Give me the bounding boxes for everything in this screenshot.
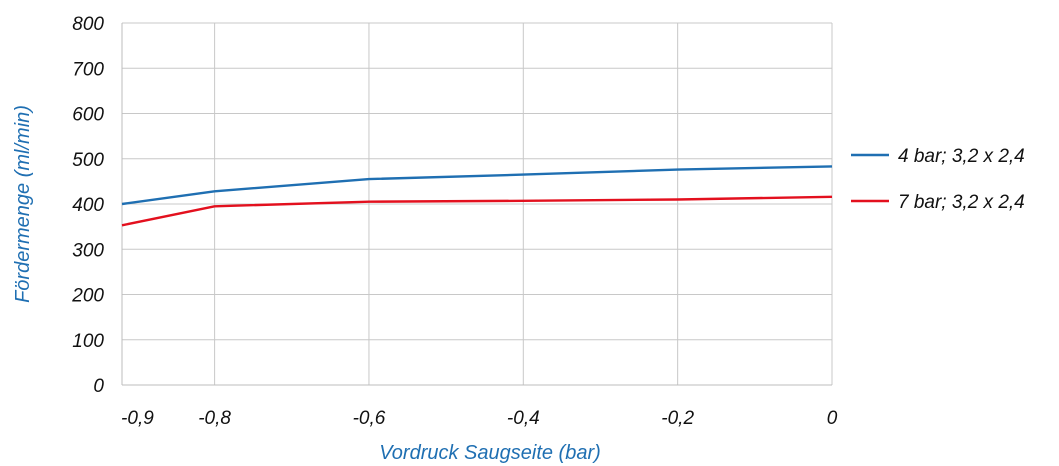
y-tick-label: 500	[72, 150, 104, 171]
series-line-2	[121, 195, 833, 227]
y-tick-label: 400	[72, 195, 104, 216]
y-tick-label: 600	[72, 105, 104, 126]
legend: 4 bar; 3,2 x 2,4 7 bar; 3,2 x 2,4	[851, 146, 1025, 213]
y-tick-label: 100	[72, 331, 104, 352]
x-tick-label: -0,2	[661, 408, 694, 429]
x-tick-label: -0,9	[121, 408, 154, 429]
legend-label: 4 bar; 3,2 x 2,4	[898, 146, 1025, 167]
x-tick-label: -0,4	[507, 408, 540, 429]
x-axis-title: Vordruck Saugseite (bar)	[379, 442, 601, 464]
y-tick-label: 200	[71, 286, 104, 307]
y-tick-label: 300	[72, 240, 104, 261]
y-tick-labels: 0 100 200 300 400 500 600 700 800	[71, 14, 104, 397]
x-tick-label: -0,8	[198, 408, 231, 429]
x-tick-labels: -0,9 -0,8 -0,6 -0,4 -0,2 0	[121, 408, 838, 429]
x-tick-label: 0	[827, 408, 838, 429]
y-tick-label: 0	[93, 376, 104, 397]
grid-lines	[121, 22, 833, 386]
y-tick-label: 800	[72, 14, 104, 35]
y-tick-label: 700	[72, 59, 104, 80]
y-axis-title: Fördermenge (ml/min)	[12, 105, 34, 303]
series-line-1	[121, 165, 833, 206]
legend-label: 7 bar; 3,2 x 2,4	[898, 192, 1025, 213]
x-tick-label: -0,6	[353, 408, 386, 429]
series-lines	[121, 165, 833, 227]
